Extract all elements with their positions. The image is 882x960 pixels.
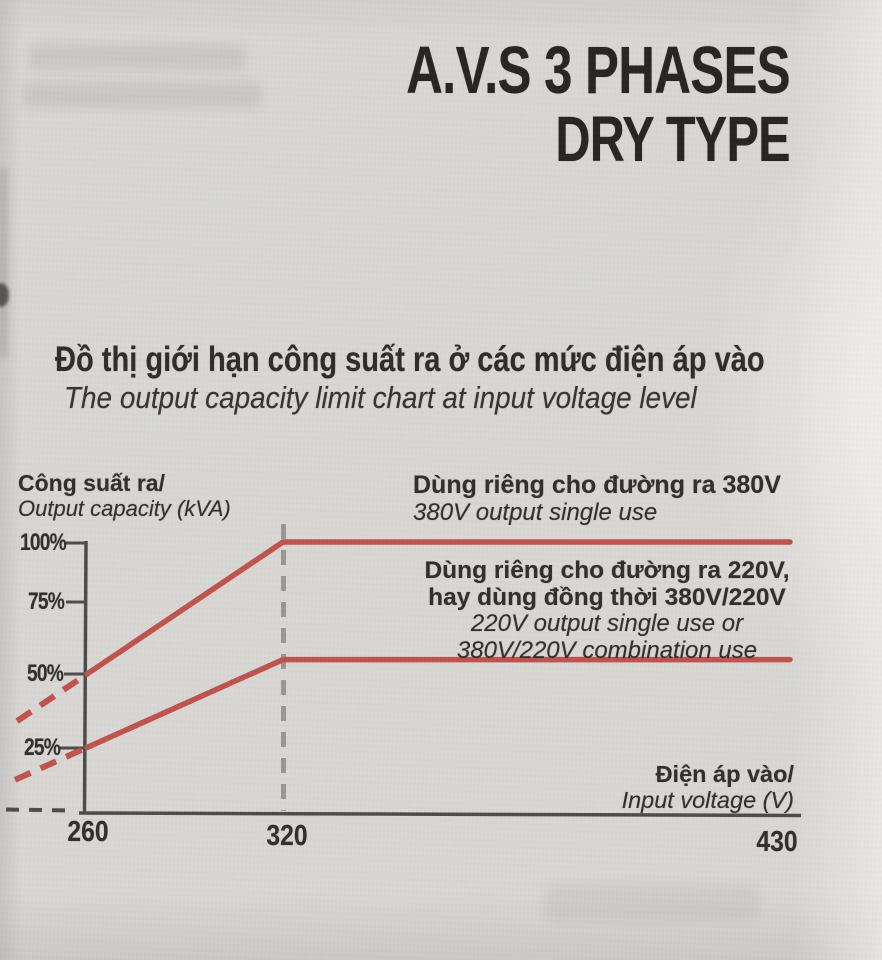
y-tick-label-100: 100% xyxy=(20,529,67,556)
legend-220v: Dùng riêng cho đường ra 220V, hay dùng đ… xyxy=(424,557,790,664)
page-edge-mark xyxy=(0,283,9,307)
x-tick-label-260: 260 xyxy=(67,816,109,848)
x-axis-dashed-left-extension xyxy=(5,807,73,813)
page-title-line1: A.V.S 3 PHASES xyxy=(406,33,790,108)
y-tick-label-75: 75% xyxy=(28,588,65,615)
series-220v-dashed-extension xyxy=(13,744,89,783)
bleed-through-smudge xyxy=(545,884,760,920)
x-axis-title-vietnamese: Điện áp vào/ xyxy=(655,761,794,787)
y-axis-title-vietnamese: Công suất ra/ xyxy=(18,470,165,496)
series-380v-line xyxy=(84,539,793,677)
y-axis-title: Công suất ra/ Output capacity (kVA) xyxy=(18,470,231,522)
page-title: A.V.S 3 PHASES DRY TYPE xyxy=(406,36,790,172)
legend-220v-english-line1: 220V output single use or xyxy=(470,610,744,637)
legend-220v-english-line2: 380V/220V combination use xyxy=(456,636,758,664)
bleed-through-smudge xyxy=(22,82,262,108)
legend-220v-vietnamese-line1: Dùng riêng cho đường ra 220V, xyxy=(424,557,790,584)
y-axis-title-english: Output capacity (kVA) xyxy=(18,496,231,521)
page-title-line2: DRY TYPE xyxy=(555,102,791,175)
y-tick-label-50: 50% xyxy=(27,660,64,687)
page-edge-shadow xyxy=(0,168,11,358)
legend-380v-vietnamese: Dùng riêng cho đường ra 380V xyxy=(413,471,781,499)
chart-title-vietnamese: Đồ thị giới hạn công suất ra ở các mức đ… xyxy=(55,340,765,379)
bleed-through-smudge xyxy=(28,44,246,70)
y-axis-line xyxy=(82,540,88,814)
legend-380v-english: 380V output single use xyxy=(413,499,658,526)
x-axis-title: Điện áp vào/ Input voltage (V) xyxy=(622,761,794,813)
x-axis-line xyxy=(78,811,802,818)
y-tick-label-25: 25% xyxy=(24,734,61,761)
series-220v-line xyxy=(84,656,793,751)
legend-220v-vietnamese-line2: hay dùng đồng thời 380V/220V xyxy=(428,583,786,611)
chart-title-english: The output capacity limit chart at input… xyxy=(64,380,697,415)
series-380v-dashed-extension xyxy=(15,671,89,724)
x-axis-title-english: Input voltage (V) xyxy=(621,787,794,813)
x-tick-label-430: 430 xyxy=(756,826,798,858)
x-tick-label-320: 320 xyxy=(266,820,308,852)
legend-380v: Dùng riêng cho đường ra 380V 380V output… xyxy=(413,471,781,527)
